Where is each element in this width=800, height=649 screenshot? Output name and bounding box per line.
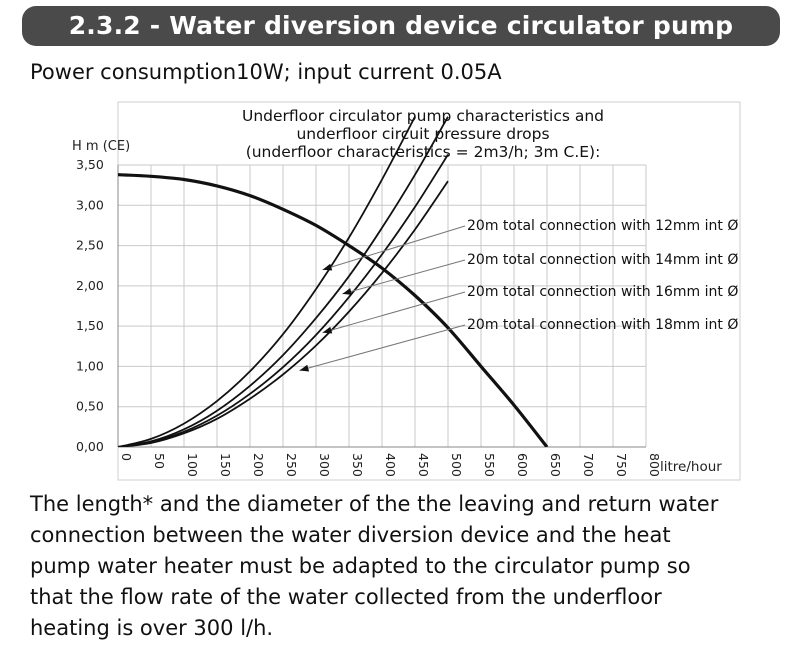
y-tick-label: 3,50 (76, 157, 104, 172)
pump-characteristics-chart: 0 50 100 150 200 250 300 350 400 450 500 550 600 650 7… (72, 101, 741, 481)
pressure-drop-curve (118, 116, 416, 447)
x-tick-label: 600 (515, 453, 530, 477)
x-tick-label: 500 (449, 453, 464, 477)
body-line-5: heating is over 300 l/h. (30, 616, 274, 640)
annotation-leader (322, 225, 466, 271)
x-tick-label: 800 (647, 453, 662, 477)
x-tick-label: 650 (548, 453, 563, 477)
x-axis-label: litre/hour (660, 459, 722, 475)
annotation-arrowhead (342, 288, 353, 295)
x-tick-label: 700 (581, 453, 596, 477)
x-tick-label: 300 (317, 453, 332, 477)
annotation-label: 20m total connection with 16mm int Ø (467, 284, 738, 300)
annotation-label: 20m total connection with 12mm int Ø (467, 218, 738, 234)
annotation-leader (342, 259, 466, 295)
annotation-leader (322, 291, 466, 334)
body-paragraph: The length* and the diameter of the the … (30, 489, 790, 644)
body-line-4: that the flow rate of the water collecte… (30, 585, 662, 609)
body-line-3: pump water heater must be adapted to the… (30, 554, 691, 578)
y-tick-label: 1,00 (76, 358, 104, 373)
x-tick-label: 450 (416, 453, 431, 477)
y-tick-label: 1,50 (76, 318, 104, 333)
axes: 0 50 100 150 200 250 300 350 400 450 500 550 600 650 7… (76, 157, 662, 477)
y-tick-label: 3,00 (76, 197, 104, 212)
pressure-drop-curve (118, 154, 449, 447)
y-tick-label: 2,50 (76, 238, 104, 253)
y-tick-label: 2,00 (76, 278, 104, 293)
pressure-drop-curve (118, 116, 449, 447)
y-axis-label: H m (CE) (72, 139, 130, 154)
chart-title-line-1: Underfloor circulator pump characteristi… (242, 107, 604, 125)
x-tick-label: 350 (350, 453, 365, 477)
x-tick-label: 200 (251, 453, 266, 477)
annotation-label: 20m total connection with 18mm int Ø (467, 317, 738, 333)
section-title: 2.3.2 - Water diversion device circulato… (22, 6, 780, 46)
chart-title: Underfloor circulator pump characteristi… (242, 107, 604, 161)
y-tick-label: 0,00 (76, 439, 104, 454)
body-line-1: The length* and the diameter of the the … (30, 492, 719, 516)
annotations: 20m total connection with 12mm int Ø 20m … (299, 218, 738, 372)
curves (118, 116, 549, 447)
y-tick-label: 0,50 (76, 399, 104, 414)
x-tick-label: 150 (218, 453, 233, 477)
chart-title-line-3: (underfloor characteristics = 2m3/h; 3m … (246, 143, 601, 161)
power-consumption-text: Power consumption10W; input current 0.05… (30, 60, 502, 84)
curve-group (118, 116, 549, 447)
x-tick-label: 750 (614, 453, 629, 477)
x-tick-label: 550 (482, 453, 497, 477)
chart-title-line-2: underfloor circuit pressure drops (296, 125, 549, 143)
annotation-label: 20m total connection with 14mm int Ø (467, 252, 738, 268)
x-tick-label: 0 (119, 453, 134, 461)
annotation-leader (299, 324, 466, 371)
pump-curve (118, 173, 549, 447)
pressure-drop-curve (118, 180, 449, 447)
annotation-arrowhead (299, 364, 310, 372)
x-tick-label: 400 (383, 453, 398, 477)
x-tick-label: 50 (152, 453, 167, 469)
grid (117, 164, 647, 448)
x-tick-label: 250 (284, 453, 299, 477)
annotation-arrowhead (322, 326, 333, 334)
x-tick-label: 100 (185, 453, 200, 477)
annotation-arrowhead (322, 263, 333, 271)
body-line-2: connection between the water diversion d… (30, 523, 671, 547)
